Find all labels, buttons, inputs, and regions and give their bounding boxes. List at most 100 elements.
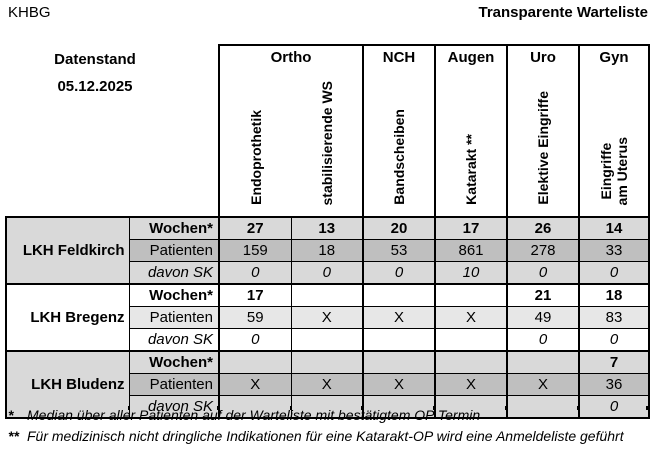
value-cell: 159 (219, 239, 292, 262)
metric-label: Wochen* (129, 350, 220, 374)
value-cell: X (507, 373, 581, 396)
value-cell (435, 328, 509, 351)
header-column-row: Endoprothetik stabilisierende WS Bandsch… (6, 70, 651, 217)
column-tick (577, 406, 579, 410)
row-bregenz-wochen: LKH Bregenz Wochen* 17 21 18 (5, 283, 651, 351)
column-header-stabilisierende-ws: stabilisierende WS (291, 70, 365, 217)
column-header-label: Elektive Eingriffe (535, 91, 552, 205)
value-cell: X (291, 306, 365, 329)
value-cell (363, 395, 437, 419)
value-cell: 27 (219, 216, 292, 240)
value-cell (291, 283, 365, 307)
app-name: KHBG (8, 4, 51, 21)
column-tick (128, 406, 129, 410)
group-header-augen: Augen (435, 44, 509, 70)
metric-label: davon SK (129, 395, 220, 419)
column-header-label: stabilisierende WS (318, 80, 335, 205)
value-cell: 0 (363, 261, 437, 284)
value-cell (363, 283, 437, 307)
value-cell: 861 (435, 239, 509, 262)
footnote-katarakt: ** Für medizinisch nicht dringliche Indik… (8, 428, 624, 445)
value-cell (363, 328, 437, 351)
group-header-gyn: Gyn (579, 44, 651, 70)
value-cell (363, 350, 437, 374)
value-cell: 53 (363, 239, 437, 262)
column-tick (290, 406, 291, 410)
value-cell: 21 (507, 283, 581, 307)
hospital-name: LKH Bludenz (5, 350, 130, 419)
metric-label: Wochen* (129, 216, 220, 240)
value-cell: 49 (507, 306, 581, 329)
header-group-row: Datenstand 05.12.2025 Ortho NCH Augen Ur… (6, 44, 651, 95)
value-cell: X (219, 373, 292, 396)
footnote-marker: * (8, 407, 14, 423)
metric-label: davon SK (129, 328, 220, 351)
value-cell (435, 395, 509, 419)
value-cell: 278 (507, 239, 581, 262)
page-title: Transparente Warteliste (478, 4, 648, 21)
value-cell: 59 (219, 306, 292, 329)
column-header-katarakt: Katarakt ** (435, 70, 509, 217)
column-header-bandscheiben: Bandscheiben (363, 70, 437, 217)
datenstand-block: Datenstand 05.12.2025 (6, 45, 219, 217)
value-cell (291, 395, 365, 419)
column-header-elektive-eingriffe: Elektive Eingriffe (507, 70, 581, 217)
value-cell: X (291, 373, 365, 396)
value-cell: 18 (291, 239, 365, 262)
footnote-text: Median über aller Patienten auf der Wart… (27, 407, 481, 423)
datenstand-label: Datenstand (54, 51, 136, 68)
value-cell: 0 (219, 328, 292, 351)
metric-label: Patienten (129, 239, 220, 262)
value-cell: X (435, 306, 509, 329)
row-bludenz-patienten: Patienten X X X X X 36 (6, 373, 651, 396)
value-cell: 0 (579, 395, 651, 419)
group-header-nch: NCH (363, 44, 437, 70)
value-cell: X (435, 373, 509, 396)
value-cell: 26 (507, 216, 581, 240)
metric-label: Patienten (129, 306, 220, 329)
value-cell: 20 (363, 216, 437, 240)
value-cell: 0 (291, 261, 365, 284)
value-cell (507, 395, 581, 419)
footnote-median: * Median über aller Patienten auf der War… (8, 407, 480, 424)
footnote-text: Für medizinisch nicht dringliche Indikat… (27, 428, 624, 444)
metric-label: davon SK (129, 261, 220, 284)
value-cell (435, 283, 509, 307)
row-feldkirch-davon-sk: davon SK 0 0 0 10 0 0 (6, 261, 651, 284)
value-cell: 0 (507, 328, 581, 351)
group-header-ortho: Ortho (217, 44, 365, 70)
column-header-label: Katarakt ** (463, 134, 480, 205)
column-tick (646, 406, 648, 410)
row-bregenz-davon-sk: davon SK 0 0 0 (6, 328, 651, 351)
value-cell: 0 (507, 261, 581, 284)
value-cell: 14 (579, 216, 651, 240)
hospital-name: LKH Bregenz (5, 283, 130, 351)
value-cell (291, 328, 365, 351)
column-header-eingriffe-am-uterus: Eingriffe am Uterus (579, 70, 651, 217)
column-tick (361, 406, 363, 410)
group-header-uro: Uro (507, 44, 581, 70)
value-cell (435, 350, 509, 374)
value-cell (219, 350, 292, 374)
value-cell: 36 (579, 373, 651, 396)
metric-label: Wochen* (129, 283, 220, 307)
value-cell: 17 (435, 216, 509, 240)
waiting-list-table: Datenstand 05.12.2025 Ortho NCH Augen Ur… (5, 44, 651, 419)
datenstand-date: 05.12.2025 (57, 78, 133, 95)
value-cell: 13 (291, 216, 365, 240)
metric-label: Patienten (129, 373, 220, 396)
value-cell (507, 350, 581, 374)
column-header-endoprothetik: Endoprothetik (218, 70, 291, 217)
value-cell: 0 (219, 261, 292, 284)
row-feldkirch-wochen: LKH Feldkirch Wochen* 27 13 20 17 26 14 (5, 216, 651, 284)
column-tick (433, 406, 435, 410)
column-header-label: Endoprothetik (247, 110, 264, 205)
value-cell: 83 (579, 306, 651, 329)
column-tick (505, 406, 507, 410)
value-cell: 33 (579, 239, 651, 262)
hospital-name: LKH Feldkirch (5, 216, 130, 284)
row-feldkirch-patienten: Patienten 159 18 53 861 278 33 (6, 239, 651, 262)
value-cell: X (363, 306, 437, 329)
value-cell: 10 (435, 261, 509, 284)
